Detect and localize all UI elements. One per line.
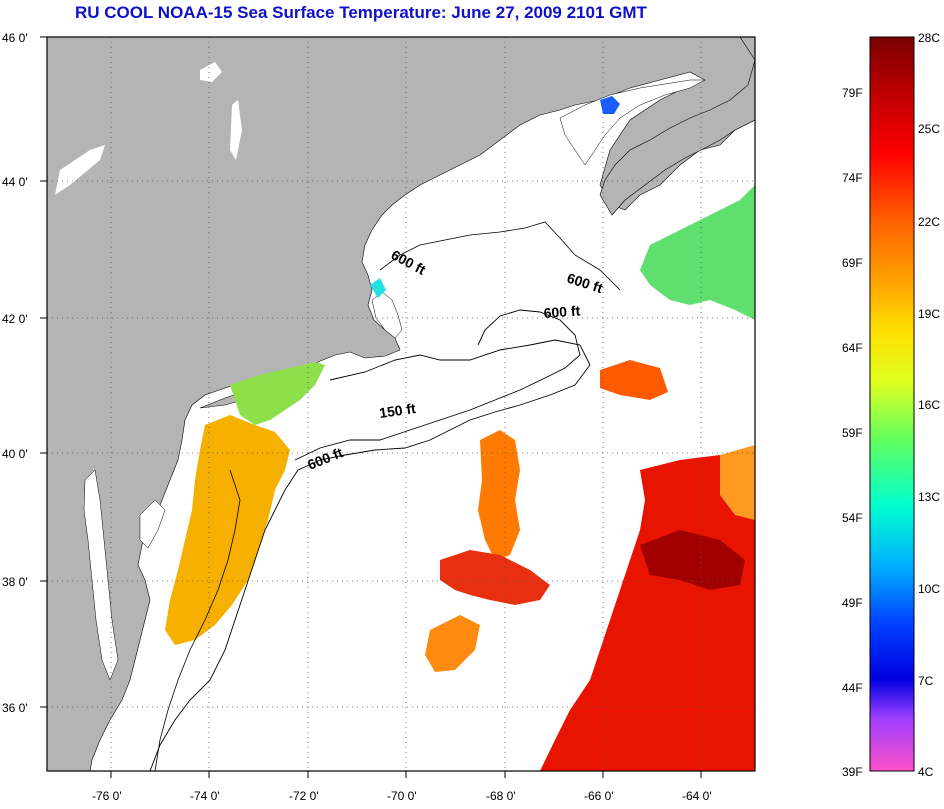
sst-patch-nj-shelf: [165, 415, 290, 645]
colorbar-f-label: 49F: [842, 596, 863, 610]
sst-patch-gulf-stream-edge: [600, 360, 668, 400]
land-mass-us-east-coast: [47, 37, 755, 771]
map-content: [47, 37, 755, 771]
sst-patch-long-island-sound: [230, 362, 325, 425]
colorbar-c-label: 28C: [918, 31, 940, 45]
sst-patch-slope-warm-b: [440, 550, 550, 605]
colorbar-c-label: 16C: [918, 398, 940, 412]
sst-patch-bay-of-fundy: [600, 96, 620, 114]
sst-patch-ne-warm: [720, 445, 755, 520]
lon-tick-label: -64 0': [682, 789, 712, 803]
colorbar-f-label: 69F: [842, 256, 863, 270]
sst-patch-gulf-stream-dark: [640, 530, 745, 590]
sst-patch-scotian-shelf: [640, 185, 755, 320]
lon-tick-label: -74 0': [190, 789, 220, 803]
colorbar-c-label: 13C: [918, 490, 940, 504]
sst-patch-gulf-stream-main: [540, 450, 755, 771]
colorbar-f-label: 64F: [842, 341, 863, 355]
gridlines: [47, 37, 755, 771]
colorbar-c-label: 19C: [918, 307, 940, 321]
colorbar-f-label: 79F: [842, 86, 863, 100]
lat-tick-label: 36 0': [2, 701, 28, 715]
lon-tick-label: -68 0': [486, 789, 516, 803]
colorbar-c-label: 25C: [918, 122, 940, 136]
map-title: RU COOL NOAA-15 Sea Surface Temperature:…: [75, 3, 648, 22]
contour-label: 150 ft: [378, 400, 417, 421]
lat-tick-label: 38 0': [2, 575, 28, 589]
colorbar-f-label: 59F: [842, 426, 863, 440]
lat-tick-label: 40 0': [2, 447, 28, 461]
colorbar-f-label: 54F: [842, 511, 863, 525]
lat-tick-label: 46 0': [2, 31, 28, 45]
sst-patch-slope-warm-c: [425, 615, 480, 672]
land-nova-scotia: [599, 37, 755, 216]
bay-of-fundy-water: [559, 79, 706, 166]
contour-150ft: [149, 339, 591, 771]
contour-600ft-gom: [379, 221, 621, 291]
inland-lake: [55, 145, 105, 195]
contour-600ft-shelf: [154, 469, 241, 771]
colorbar-c-label: 7C: [918, 674, 934, 688]
colorbar-f-label: 74F: [842, 171, 863, 185]
map-frame: [46, 36, 756, 772]
colorbar-f-label: 39F: [842, 765, 863, 779]
contour-600ft: [294, 309, 581, 461]
colorbar: 79F 74F 69F 64F 59F 54F 49F 44F 39F 28C …: [842, 31, 940, 779]
colorbar-gradient: [869, 36, 915, 772]
chesapeake-bay-water: [83, 469, 119, 681]
lon-tick-label: -72 0': [289, 789, 319, 803]
colorbar-f-labels: 79F 74F 69F 64F 59F 54F 49F 44F 39F: [842, 86, 863, 779]
latitude-labels: 36 0' 38 0' 40 0' 42 0' 44 0' 46 0': [2, 31, 28, 715]
lat-tick-label: 42 0': [2, 312, 28, 326]
contour-label: 600 ft: [543, 302, 581, 321]
lon-tick-label: -66 0': [584, 789, 614, 803]
sst-patch-slope-warm-a: [478, 430, 520, 560]
sst-patch-gulf-of-maine-cyan: [370, 278, 386, 298]
colorbar-c-label: 22C: [918, 215, 940, 229]
inland-lake: [200, 62, 222, 82]
lat-tick-label: 44 0': [2, 175, 28, 189]
lon-tick-label: -76 0': [92, 789, 122, 803]
colorbar-c-label: 10C: [918, 582, 940, 596]
colorbar-c-label: 4C: [918, 765, 934, 779]
colorbar-f-label: 44F: [842, 681, 863, 695]
inland-lake: [230, 100, 242, 160]
longitude-labels: -76 0' -74 0' -72 0' -70 0' -68 0' -66 0…: [92, 789, 712, 803]
cape-cod-bay-water: [371, 291, 403, 339]
delaware-bay-water: [139, 499, 166, 549]
colorbar-c-labels: 28C 25C 22C 19C 16C 13C 10C 7C 4C: [918, 31, 940, 779]
tick-marks: [40, 36, 702, 778]
lon-tick-label: -70 0': [387, 789, 417, 803]
